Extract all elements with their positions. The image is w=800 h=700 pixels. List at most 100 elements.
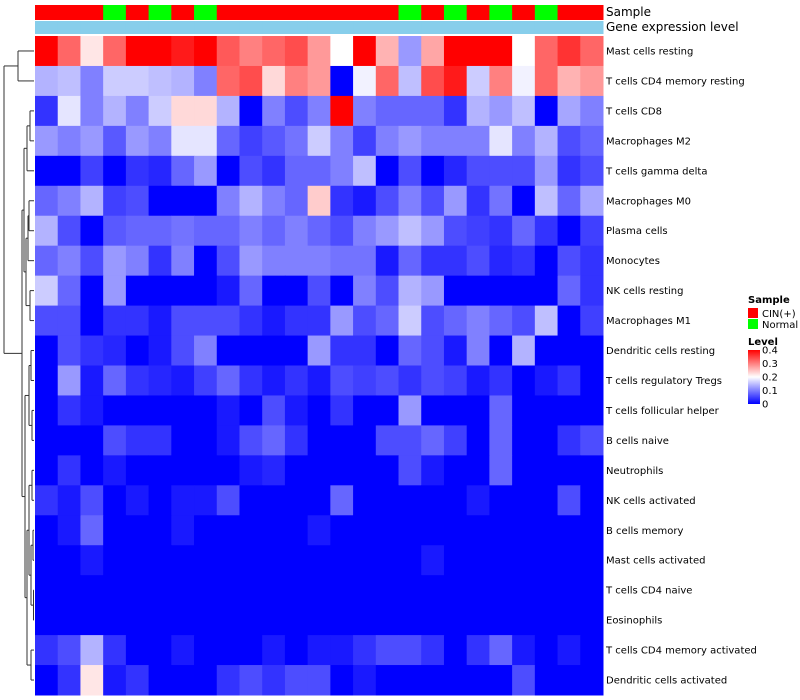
heatmap-cell [330, 215, 354, 247]
heatmap-cell [375, 185, 400, 217]
heatmap-cell [148, 365, 172, 396]
heatmap-cell [534, 365, 559, 396]
heatmap-cell [239, 365, 263, 396]
heatmap-cell [307, 65, 331, 97]
heatmap-cell [194, 575, 218, 606]
heatmap-cell [489, 485, 513, 516]
heatmap-cell [103, 95, 127, 127]
row-label: T cells gamma delta [605, 166, 707, 177]
level-tick-label: 0.2 [762, 373, 778, 384]
heatmap-cell [307, 665, 331, 696]
heatmap-cell [421, 65, 445, 97]
heatmap-cell [171, 36, 195, 67]
heatmap-cell [194, 335, 218, 366]
heatmap-cell [80, 605, 104, 636]
heatmap-cell [57, 605, 81, 636]
heatmap-cell [57, 515, 81, 546]
heatmap-cell [557, 215, 581, 247]
heatmap-cell [489, 155, 513, 187]
heatmap-cell [125, 665, 150, 696]
heatmap-cell [35, 635, 59, 666]
heatmap-cell [262, 425, 286, 456]
row-label: T cells follicular helper [605, 406, 720, 417]
heatmap-cell [557, 36, 581, 67]
heatmap-cell [443, 95, 468, 127]
heatmap-cell [57, 95, 81, 127]
heatmap-cell [103, 155, 127, 187]
heatmap-cell [398, 305, 422, 337]
heatmap-cell [375, 515, 400, 546]
heatmap-cell [125, 275, 150, 307]
heatmap-cell [398, 185, 422, 217]
heatmap-cell [35, 125, 59, 157]
heatmap-cell [103, 605, 127, 636]
heatmap-cell [466, 515, 490, 546]
heatmap-cell [35, 275, 59, 307]
heatmap-cell [534, 36, 559, 67]
heatmap-cell [353, 545, 377, 576]
heatmap-cell [307, 335, 331, 366]
row-label: Monocytes [606, 256, 660, 267]
heatmap-cell [284, 365, 309, 396]
heatmap-cell [330, 335, 354, 366]
heatmap-cell [35, 515, 59, 546]
heatmap-cell [148, 485, 172, 516]
heatmap-cell [580, 155, 604, 187]
heatmap-cell [398, 635, 422, 666]
heatmap-cell [103, 395, 127, 426]
heatmap-cell [57, 125, 81, 157]
row-label: T cells regulatory Tregs [605, 376, 722, 387]
heatmap-cell [353, 215, 377, 247]
heatmap-cell [284, 425, 309, 456]
heatmap-cell [353, 485, 377, 516]
heatmap-cell [148, 155, 172, 187]
heatmap-cell [57, 665, 81, 696]
heatmap-cell [398, 65, 422, 97]
row-label: Eosinophils [606, 616, 662, 627]
heatmap-cell [125, 245, 150, 277]
sample-annotation-cell [580, 5, 604, 20]
heatmap-cell [284, 665, 309, 696]
heatmap-cell [534, 425, 559, 456]
heatmap-cell [148, 545, 172, 576]
heatmap-cell [489, 95, 513, 127]
heatmap-cell [239, 545, 263, 576]
heatmap-cell [512, 575, 536, 606]
expression-annotation-cell [194, 21, 218, 34]
heatmap-cell [580, 185, 604, 217]
sample-annotation-cell [239, 5, 263, 20]
expression-annotation-bar [35, 21, 604, 34]
heatmap-cell [375, 635, 400, 666]
heatmap-cell [512, 305, 536, 337]
expression-annotation-cell [171, 21, 195, 34]
heatmap-cell [262, 665, 286, 696]
heatmap-cell [103, 275, 127, 307]
heatmap-cell [307, 305, 331, 337]
heatmap-cell [216, 485, 240, 516]
heatmap-cell [239, 275, 263, 307]
heatmap-cell [171, 155, 195, 187]
heatmap-cell [443, 185, 468, 217]
heatmap-cell [125, 36, 150, 67]
row-label: T cells CD8 [605, 106, 662, 117]
heatmap-cell [557, 335, 581, 366]
heatmap-cell [262, 275, 286, 307]
heatmap-cell [171, 95, 195, 127]
heatmap-cell [557, 665, 581, 696]
heatmap-cell [398, 485, 422, 516]
expression-annotation-cell [443, 21, 468, 34]
heatmap-cell [557, 515, 581, 546]
heatmap-cell [307, 365, 331, 396]
row-label: T cells CD4 memory activated [605, 646, 757, 657]
heatmap-cell [57, 275, 81, 307]
heatmap-cell [353, 665, 377, 696]
heatmap-cell [512, 485, 536, 516]
heatmap-cell [80, 575, 104, 606]
heatmap-cell [580, 515, 604, 546]
heatmap-cell [307, 275, 331, 307]
heatmap-cell [398, 125, 422, 157]
heatmap-cell [580, 245, 604, 277]
heatmap-cell [375, 95, 400, 127]
heatmap-cell [512, 65, 536, 97]
heatmap-cell [466, 485, 490, 516]
